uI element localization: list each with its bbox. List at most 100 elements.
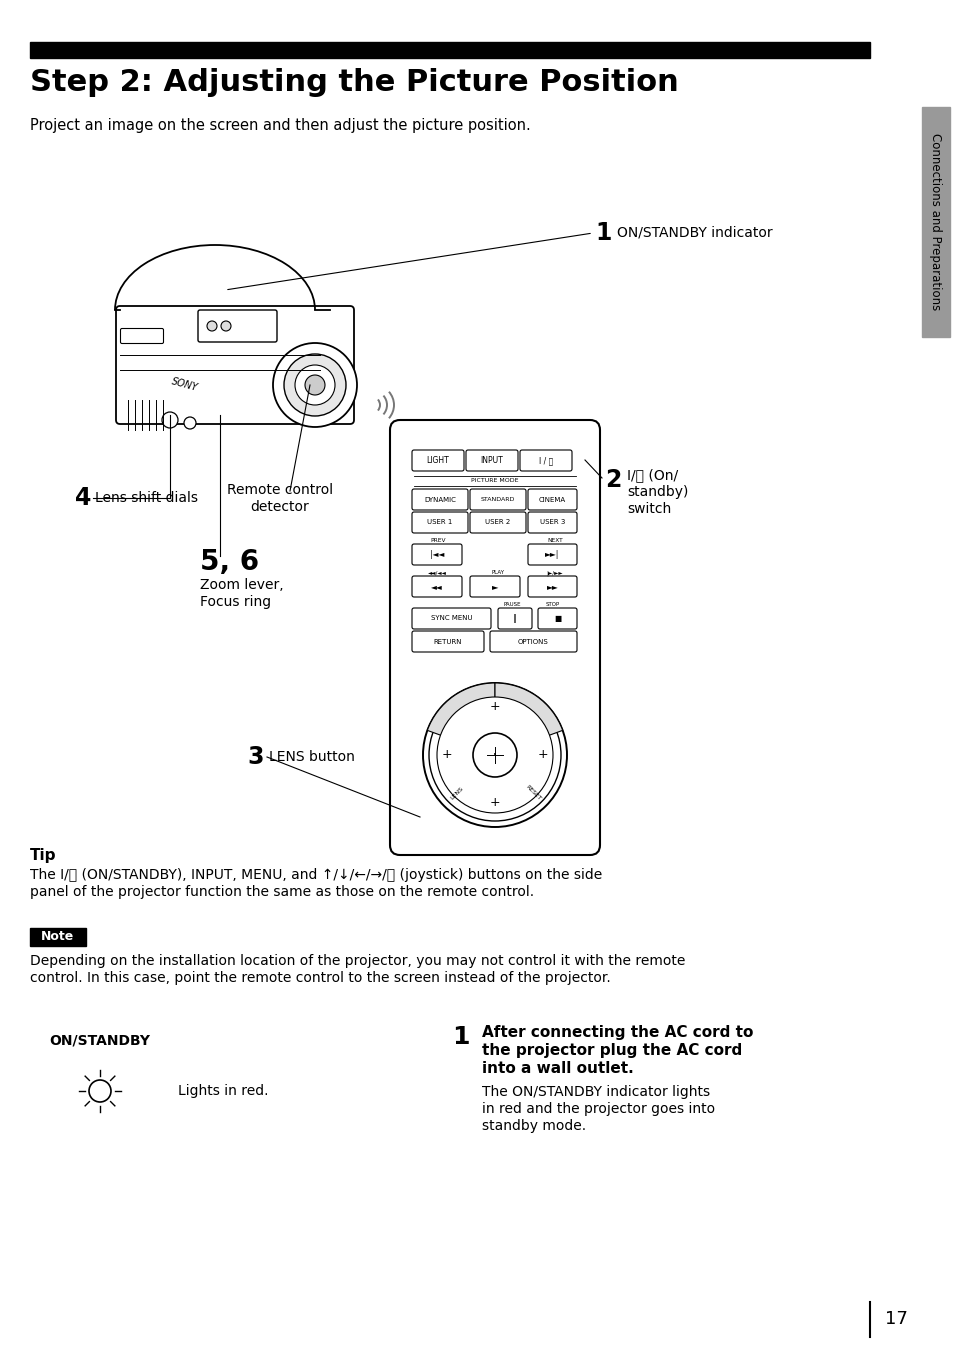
Circle shape [422, 683, 566, 827]
Text: CINEMA: CINEMA [538, 496, 565, 503]
Text: INPUT: INPUT [480, 456, 503, 465]
FancyBboxPatch shape [527, 544, 577, 565]
Text: RETURN: RETURN [434, 638, 462, 645]
Text: ‖: ‖ [513, 614, 517, 623]
Text: switch: switch [626, 502, 671, 516]
Text: the projector plug the AC cord: the projector plug the AC cord [481, 1042, 741, 1059]
Circle shape [473, 733, 517, 777]
Wedge shape [427, 683, 495, 754]
FancyBboxPatch shape [412, 512, 468, 533]
Circle shape [273, 343, 356, 427]
FancyBboxPatch shape [390, 420, 599, 854]
Text: The I/⏽ (ON/STANDBY), INPUT, MENU, and ↑/↓/←/→/ⓨ (joystick) buttons on the side: The I/⏽ (ON/STANDBY), INPUT, MENU, and ↑… [30, 868, 601, 882]
FancyBboxPatch shape [198, 310, 276, 342]
Text: +: + [489, 796, 499, 810]
Text: ◄◄: ◄◄ [431, 581, 442, 591]
Text: PREV: PREV [430, 538, 445, 544]
Text: detector: detector [251, 500, 309, 514]
FancyBboxPatch shape [412, 450, 463, 470]
Text: |◄◄: |◄◄ [430, 550, 444, 558]
Text: USER 2: USER 2 [485, 519, 510, 526]
Text: I / ⏽: I / ⏽ [538, 456, 553, 465]
FancyBboxPatch shape [412, 608, 491, 629]
Circle shape [294, 365, 335, 406]
FancyBboxPatch shape [527, 489, 577, 510]
Text: •: • [493, 752, 497, 758]
Text: ►: ► [491, 581, 497, 591]
Text: 4: 4 [75, 485, 91, 510]
Text: standby): standby) [626, 485, 688, 499]
Circle shape [284, 354, 346, 416]
Text: DYNAMIC: DYNAMIC [424, 496, 456, 503]
FancyBboxPatch shape [120, 329, 163, 343]
Text: Remote control: Remote control [227, 483, 333, 498]
Text: The ON/STANDBY indicator lights: The ON/STANDBY indicator lights [481, 1086, 709, 1099]
Circle shape [436, 698, 553, 813]
Text: ►►|: ►►| [545, 550, 559, 558]
Text: STOP: STOP [545, 603, 559, 607]
Text: 1: 1 [595, 220, 611, 245]
Text: RESET: RESET [524, 784, 541, 802]
Text: Lens shift dials: Lens shift dials [95, 491, 198, 506]
Text: panel of the projector function the same as those on the remote control.: panel of the projector function the same… [30, 886, 534, 899]
Bar [30, 42, 869, 58]
Text: After connecting the AC cord to: After connecting the AC cord to [481, 1025, 753, 1040]
FancyBboxPatch shape [465, 450, 517, 470]
Text: into a wall outlet.: into a wall outlet. [481, 1061, 633, 1076]
Text: SONY: SONY [171, 377, 199, 393]
Text: Focus ring: Focus ring [200, 595, 271, 608]
Text: +: + [441, 749, 452, 761]
Text: Connections and Preparations: Connections and Preparations [928, 134, 942, 311]
Circle shape [221, 320, 231, 331]
Circle shape [89, 1080, 111, 1102]
Text: OPTIONS: OPTIONS [517, 638, 548, 645]
Text: NEXT: NEXT [547, 538, 562, 544]
Text: PAUSE: PAUSE [503, 603, 520, 607]
Text: in red and the projector goes into: in red and the projector goes into [481, 1102, 715, 1115]
Text: control. In this case, point the remote control to the screen instead of the pro: control. In this case, point the remote … [30, 971, 610, 986]
Text: USER 1: USER 1 [427, 519, 453, 526]
Text: ◄◄/◄◄: ◄◄/◄◄ [427, 571, 446, 576]
FancyBboxPatch shape [537, 608, 577, 629]
Text: LENS: LENS [449, 786, 464, 800]
Bar [30, 927, 86, 946]
FancyBboxPatch shape [490, 631, 577, 652]
Text: ■: ■ [554, 614, 560, 623]
Text: 2: 2 [604, 468, 620, 492]
Text: I/⏽ (On/: I/⏽ (On/ [626, 468, 678, 483]
Text: SYNC MENU: SYNC MENU [430, 615, 472, 622]
Text: |►/►►: |►/►► [546, 571, 562, 576]
Wedge shape [495, 683, 562, 754]
Text: USER 3: USER 3 [539, 519, 564, 526]
Circle shape [429, 690, 560, 821]
FancyBboxPatch shape [412, 631, 483, 652]
FancyBboxPatch shape [470, 512, 525, 533]
FancyBboxPatch shape [412, 544, 461, 565]
Text: Depending on the installation location of the projector, you may not control it : Depending on the installation location o… [30, 955, 684, 968]
FancyBboxPatch shape [116, 306, 354, 425]
Text: 5, 6: 5, 6 [200, 548, 259, 576]
Circle shape [305, 375, 325, 395]
Text: Project an image on the screen and then adjust the picture position.: Project an image on the screen and then … [30, 118, 530, 132]
Text: +: + [489, 700, 499, 714]
FancyBboxPatch shape [519, 450, 572, 470]
Text: ON/STANDBY: ON/STANDBY [50, 1033, 151, 1046]
Circle shape [162, 412, 178, 429]
Text: Step 2: Adjusting the Picture Position: Step 2: Adjusting the Picture Position [30, 68, 678, 97]
Text: LENS button: LENS button [269, 750, 355, 764]
Bar [921, 107, 949, 337]
Text: STANDARD: STANDARD [480, 498, 515, 502]
Text: PLAY: PLAY [491, 571, 504, 576]
Text: 1: 1 [452, 1025, 469, 1049]
Text: +: + [537, 749, 548, 761]
FancyBboxPatch shape [497, 608, 532, 629]
Text: Zoom lever,: Zoom lever, [200, 579, 283, 592]
FancyBboxPatch shape [527, 576, 577, 598]
Text: 3: 3 [247, 745, 263, 769]
Circle shape [184, 416, 195, 429]
Text: ON/STANDBY indicator: ON/STANDBY indicator [617, 226, 772, 241]
FancyBboxPatch shape [470, 576, 519, 598]
Text: 17: 17 [884, 1310, 907, 1328]
Text: PICTURE MODE: PICTURE MODE [471, 479, 518, 484]
FancyBboxPatch shape [412, 489, 468, 510]
